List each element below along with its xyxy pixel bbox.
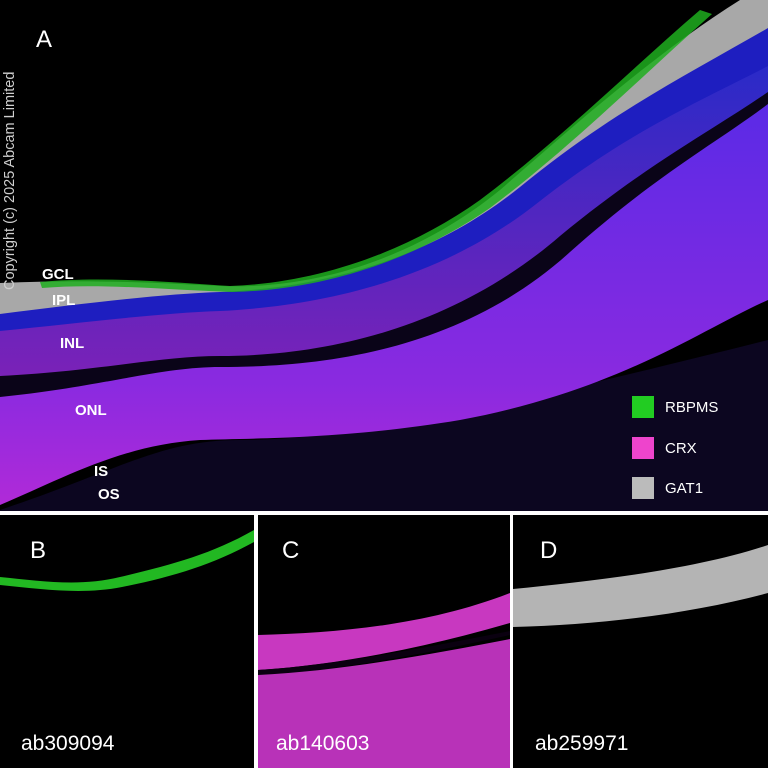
inl-layer bbox=[0, 65, 768, 376]
panel-a-merged-image: A Copyright (c) 2025 Abcam Limited GCL I… bbox=[0, 0, 768, 511]
layer-label-ipl: IPL bbox=[52, 292, 76, 309]
retina-merged-image bbox=[0, 0, 768, 511]
legend-item-rbpms: RBPMS bbox=[632, 396, 718, 418]
layer-label-inl: INL bbox=[60, 335, 85, 352]
antibody-label-d: ab259971 bbox=[535, 732, 629, 755]
onl-layer bbox=[0, 100, 768, 505]
layer-label-gcl: GCL bbox=[42, 266, 74, 283]
gat1-channel-image bbox=[513, 545, 768, 627]
antibody-label-c: ab140603 bbox=[276, 732, 370, 755]
panel-c-letter: C bbox=[282, 537, 300, 564]
layer-label-is: IS bbox=[94, 463, 109, 480]
crx-channel-image bbox=[258, 593, 510, 768]
antibody-label-b: ab309094 bbox=[21, 732, 115, 755]
legend-label-crx: CRX bbox=[665, 439, 697, 457]
panel-d-letter: D bbox=[540, 537, 558, 564]
panel-a-letter: A bbox=[36, 26, 53, 53]
legend-item-gat1: GAT1 bbox=[632, 477, 703, 499]
legend-label-gat1: GAT1 bbox=[665, 479, 704, 497]
ipl-layer bbox=[0, 25, 768, 331]
legend-swatch-crx bbox=[632, 437, 654, 459]
legend-swatch-gat1 bbox=[632, 477, 654, 499]
legend-swatch-rbpms bbox=[632, 396, 654, 418]
layer-label-os: OS bbox=[98, 486, 120, 503]
layer-label-onl: ONL bbox=[75, 402, 107, 419]
legend-item-crx: CRX bbox=[632, 437, 697, 459]
panel-d-gat1-image: D ab259971 bbox=[513, 515, 768, 768]
panel-b-rbpms-image: B ab309094 bbox=[0, 515, 254, 768]
legend-label-rbpms: RBPMS bbox=[665, 398, 719, 416]
panel-c-crx-image: C ab140603 bbox=[258, 515, 510, 768]
opl-gap bbox=[0, 90, 768, 397]
panel-b-letter: B bbox=[30, 537, 47, 564]
rbpms-channel-image bbox=[0, 530, 254, 591]
copyright-watermark: Copyright (c) 2025 Abcam Limited bbox=[2, 71, 18, 290]
os-layer bbox=[0, 340, 768, 511]
